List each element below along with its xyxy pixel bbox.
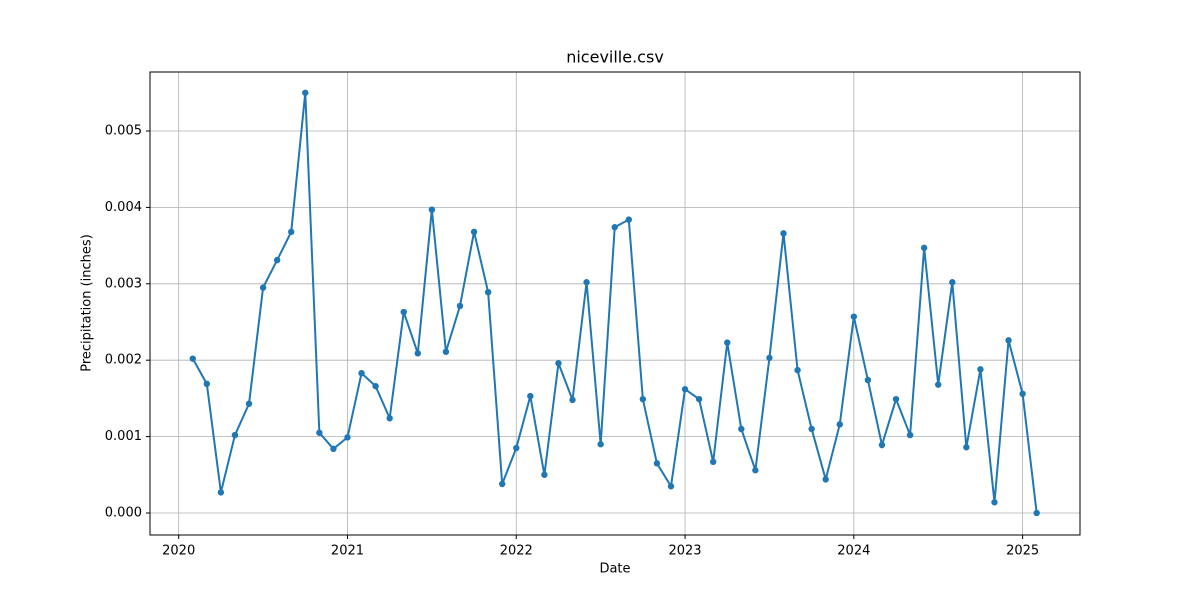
point <box>878 441 886 449</box>
point <box>330 445 337 453</box>
y-tick-label: 0.003 <box>105 276 142 291</box>
point <box>470 228 478 236</box>
point <box>935 381 942 388</box>
point <box>245 400 253 407</box>
point <box>949 279 956 286</box>
point <box>217 489 225 496</box>
point <box>442 348 450 355</box>
point <box>625 216 632 223</box>
point <box>527 392 534 400</box>
point <box>639 395 647 403</box>
point <box>400 308 407 316</box>
point <box>977 366 984 373</box>
y-tick-label: 0.000 <box>105 505 142 520</box>
point <box>386 415 393 422</box>
x-tick-label: 2025 <box>1006 544 1039 559</box>
x-tick-label: 2022 <box>500 544 533 559</box>
point <box>794 366 801 374</box>
point <box>597 441 604 448</box>
point <box>906 431 914 439</box>
point <box>203 380 211 388</box>
y-tick-label: 0.002 <box>105 353 142 368</box>
point <box>611 224 618 231</box>
point <box>498 480 506 488</box>
chart-title: niceville.csv <box>566 48 664 67</box>
point <box>864 376 872 384</box>
point <box>273 256 281 264</box>
point <box>963 444 970 451</box>
point <box>1019 390 1026 398</box>
point <box>189 355 196 362</box>
point <box>288 228 295 236</box>
x-tick-label: 2020 <box>162 544 195 559</box>
point <box>231 431 239 439</box>
point <box>302 89 309 96</box>
point <box>555 360 562 367</box>
point <box>738 425 745 433</box>
point <box>766 354 773 362</box>
x-tick-label: 2024 <box>837 544 870 559</box>
point <box>836 421 843 428</box>
point <box>1005 337 1012 344</box>
point <box>724 339 731 346</box>
point <box>752 467 759 474</box>
point <box>892 395 900 403</box>
point <box>991 499 998 506</box>
y-tick-label: 0.005 <box>105 123 142 138</box>
plot-frame <box>149 71 1081 536</box>
point <box>653 460 661 467</box>
point <box>681 386 689 393</box>
point <box>1033 509 1040 517</box>
point <box>780 230 787 237</box>
point <box>316 429 323 436</box>
point <box>428 206 436 213</box>
point <box>583 279 590 286</box>
point <box>259 284 267 291</box>
point <box>920 244 928 252</box>
point <box>456 302 464 310</box>
point <box>822 476 829 483</box>
point <box>667 483 675 490</box>
point <box>808 425 815 433</box>
point <box>358 369 365 377</box>
point <box>513 444 520 452</box>
point <box>569 396 576 404</box>
x-tick-label: 2021 <box>331 544 364 559</box>
point <box>709 458 717 466</box>
point <box>541 471 548 478</box>
x-axis-label: Date <box>599 562 630 577</box>
point <box>414 350 422 357</box>
point <box>695 395 703 403</box>
y-axis-label: Precipitation (inches) <box>80 234 95 372</box>
point <box>850 313 858 320</box>
point <box>344 434 351 441</box>
point <box>484 288 492 296</box>
point <box>372 382 379 390</box>
y-tick-label: 0.004 <box>105 200 142 215</box>
y-tick-label: 0.001 <box>105 429 142 444</box>
x-tick-label: 2023 <box>668 544 701 559</box>
